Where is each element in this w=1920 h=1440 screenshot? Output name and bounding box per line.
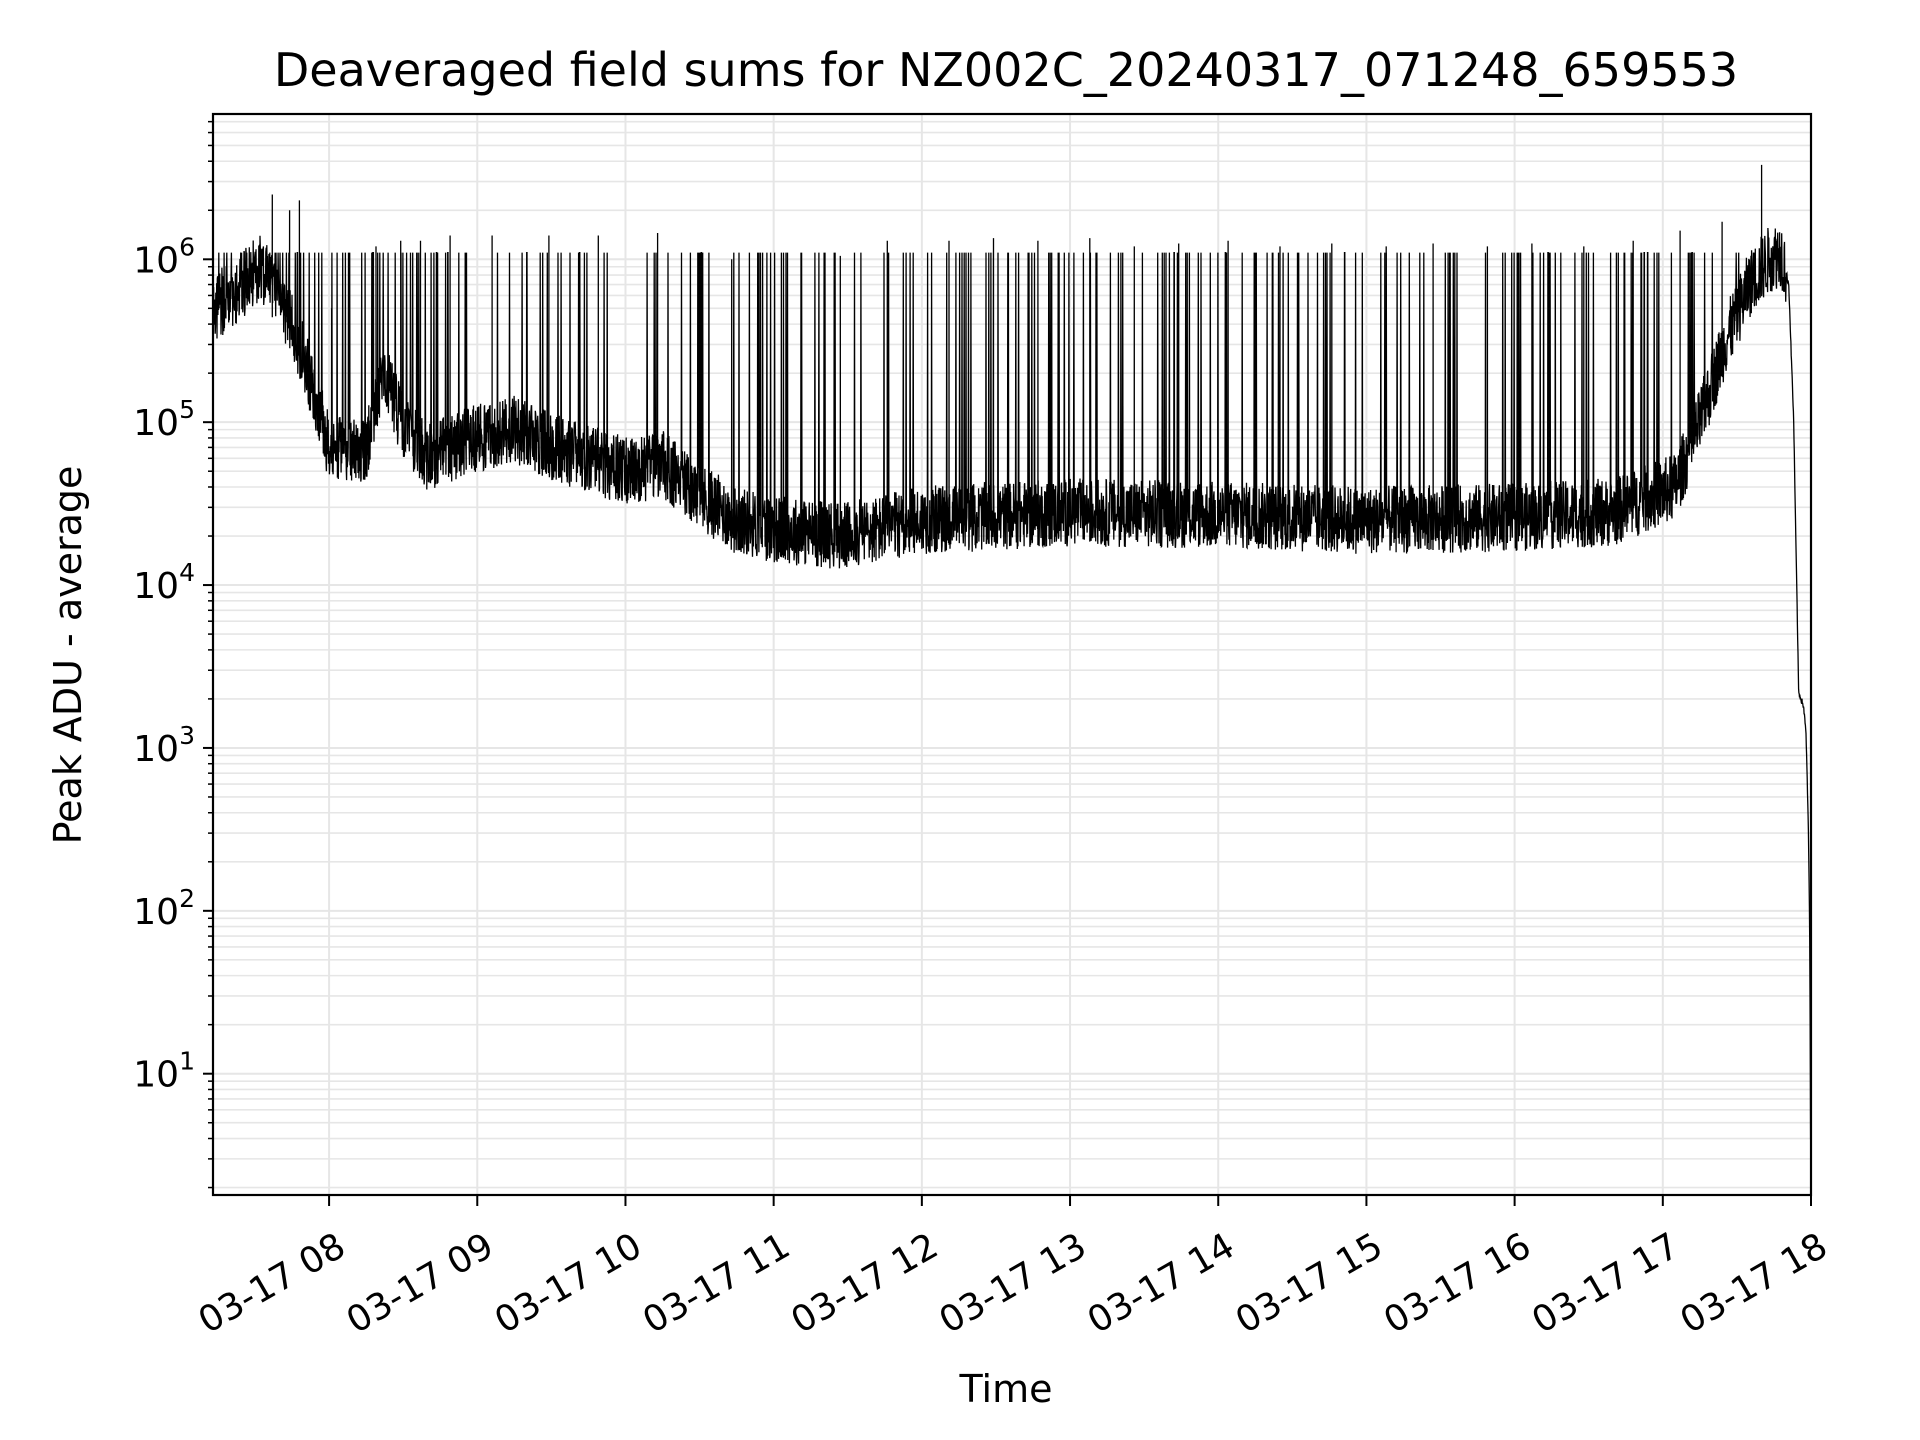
chart-title: Deaveraged field sums for NZ002C_2024031… [274, 43, 1738, 97]
series-line [212, 164, 1812, 1140]
plot-frame [211, 112, 1813, 1197]
y-tick-label: 106 [133, 232, 195, 281]
y-tick-label: 102 [133, 884, 195, 933]
y-axis-label: Peak ADU - average [46, 466, 90, 845]
y-tick-label: 104 [133, 558, 195, 607]
y-tick-label: 103 [133, 721, 195, 770]
y-tick-label: 101 [133, 1047, 195, 1096]
y-tick-label: 105 [133, 395, 195, 444]
x-axis-label: Time [959, 1367, 1053, 1411]
series-layer [212, 164, 1812, 1140]
